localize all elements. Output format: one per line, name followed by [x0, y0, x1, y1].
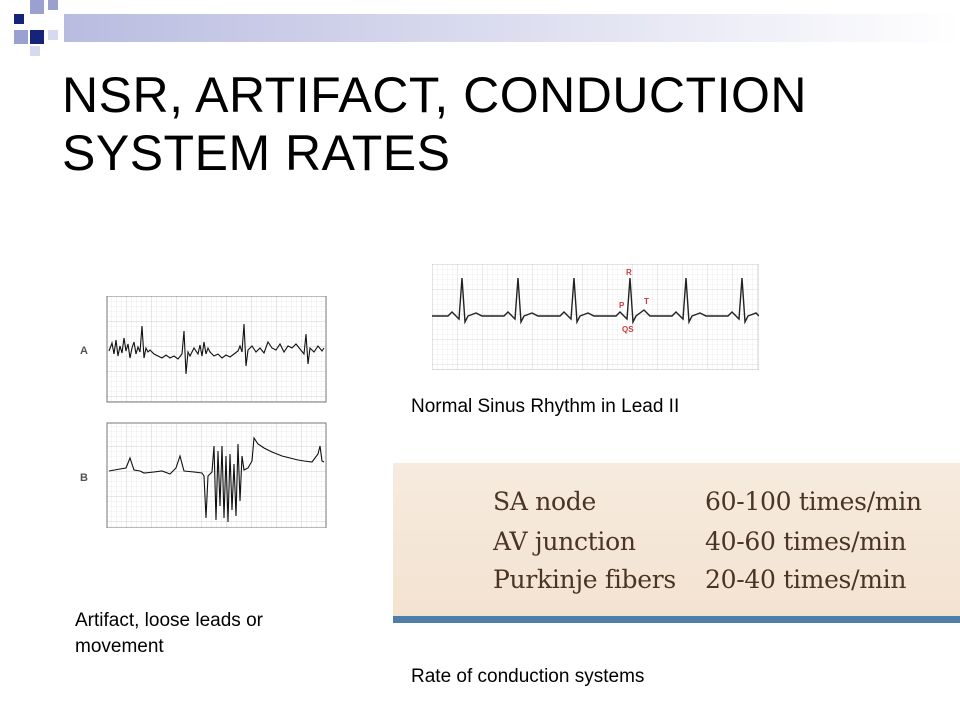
wave-label-qs: QS: [622, 325, 634, 334]
rates-node-name: AV junction: [493, 527, 636, 556]
rates-table-underline: [393, 616, 960, 623]
rates-node-rate: 60-100 times/min: [705, 487, 922, 516]
rates-caption: Rate of conduction systems: [411, 666, 645, 687]
nsr-ecg-strip: R P T QS: [432, 264, 759, 370]
rates-node-rate: 20-40 times/min: [705, 565, 907, 594]
artifact-panel-a: [106, 296, 327, 403]
rates-node-rate: 40-60 times/min: [705, 527, 907, 556]
wave-label-t: T: [644, 297, 649, 306]
nsr-caption: Normal Sinus Rhythm in Lead II: [411, 396, 680, 417]
conduction-rates-table: SA node 60-100 times/min AV junction 40-…: [393, 463, 960, 623]
slide-title: NSR, ARTIFACT, CONDUCTION SYSTEM RATES: [62, 67, 807, 181]
wave-label-r: R: [626, 268, 632, 277]
header-decoration: [14, 0, 960, 56]
rates-node-name: Purkinje fibers: [493, 565, 676, 594]
panel-a-label: A: [80, 345, 88, 357]
artifact-caption: Artifact, loose leads or movement: [75, 610, 263, 657]
artifact-panel-b: [106, 422, 327, 528]
artifact-b-waveform: [108, 436, 325, 523]
panel-b-label: B: [80, 472, 88, 484]
rates-node-name: SA node: [493, 487, 596, 516]
artifact-ecg-figure: A B: [80, 296, 327, 528]
wave-label-p: P: [619, 301, 625, 310]
nsr-waveform: [432, 277, 759, 325]
artifact-a-waveform: [108, 323, 325, 375]
